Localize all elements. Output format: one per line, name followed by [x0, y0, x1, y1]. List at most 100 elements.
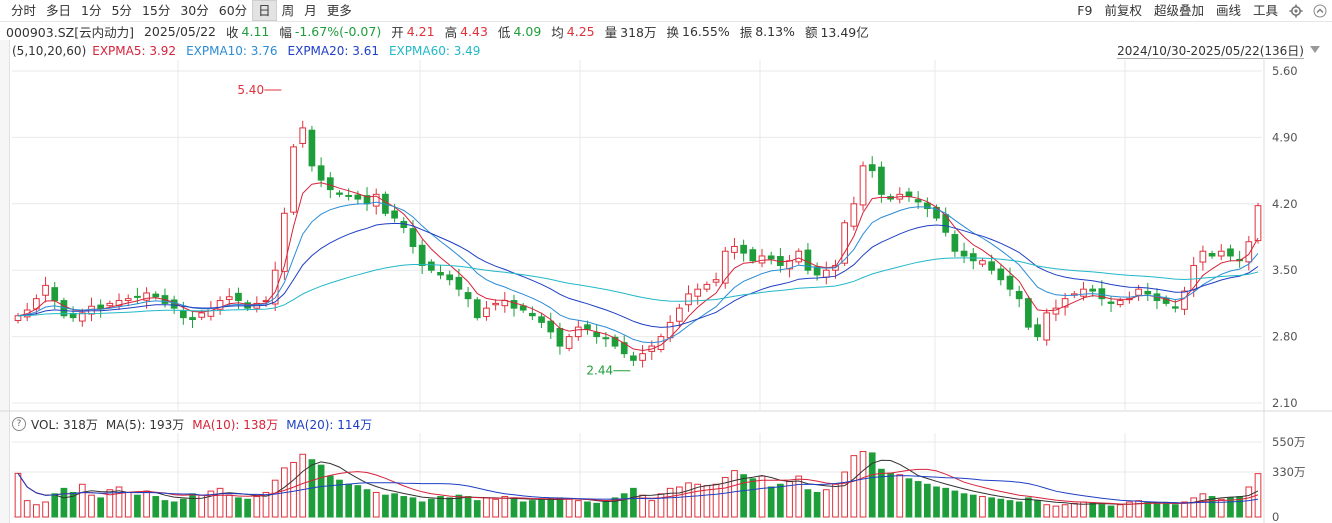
- tab-7[interactable]: 日: [252, 0, 277, 21]
- tab-6[interactable]: 60分: [218, 3, 248, 18]
- volume-bar: [51, 493, 59, 518]
- vol-ma5-label: MA(5): 193万: [105, 417, 185, 432]
- candle-body: [694, 288, 702, 297]
- volume-bar: [832, 483, 839, 518]
- help-icon[interactable]: ?: [12, 417, 26, 431]
- candle-body: [78, 312, 86, 322]
- candle-body: [299, 127, 307, 144]
- candle-body: [593, 331, 601, 338]
- volume-bar: [749, 478, 757, 518]
- tool-draw-line[interactable]: 画线: [1215, 3, 1241, 18]
- left-side-strip[interactable]: [0, 40, 10, 523]
- volume-bar: [207, 490, 215, 518]
- candle-body: [14, 315, 22, 321]
- volume-bar: [758, 475, 766, 518]
- volume-bar: [1034, 500, 1041, 518]
- volume-legend: ? VOL: 318万 MA(5): 193万 MA(10): 138万 MA(…: [12, 415, 372, 433]
- candle-body: [905, 191, 913, 197]
- volume-bar: [529, 500, 536, 518]
- tab-0[interactable]: 分时: [11, 3, 37, 18]
- volume-bar: [822, 489, 830, 518]
- volume-bar: [887, 472, 894, 518]
- volume-bar: [244, 498, 251, 518]
- volume-bar: [878, 468, 885, 518]
- stock-code: 000903.SZ[云内动力]: [6, 24, 134, 40]
- range-dropdown-icon[interactable]: [1310, 46, 1320, 53]
- volume-bar: [189, 493, 196, 518]
- high-value: 4.43: [460, 23, 488, 39]
- settings-icon[interactable]: [1288, 3, 1304, 19]
- volume-bar: [1162, 502, 1170, 518]
- candle-body: [455, 276, 463, 290]
- volume-bar: [657, 493, 665, 518]
- expma10-label: EXPMA10: 3.76: [186, 44, 278, 58]
- volume-bar: [14, 472, 22, 518]
- candle-body: [822, 269, 830, 278]
- volume-bar: [1245, 486, 1253, 518]
- volume-bar: [565, 498, 573, 518]
- volume-bar: [510, 497, 518, 518]
- candle-body: [850, 203, 858, 227]
- tab-8[interactable]: 周: [281, 3, 295, 18]
- tool-tools[interactable]: 工具: [1252, 3, 1278, 18]
- date-range[interactable]: 2024/10/30-2025/05/22(136日): [1117, 44, 1304, 59]
- volume-bar: [685, 482, 692, 518]
- tab-2[interactable]: 1分: [81, 3, 102, 18]
- candle-body: [115, 300, 123, 307]
- candle-body: [106, 302, 114, 307]
- tab-4[interactable]: 15分: [141, 3, 171, 18]
- volume-bar: [271, 479, 279, 518]
- candle-body: [556, 327, 564, 347]
- vol-ma20-line: [17, 473, 1259, 504]
- candle-body: [786, 260, 793, 270]
- volume-bar: [336, 479, 343, 518]
- volume-bar: [694, 483, 702, 518]
- candle-body: [988, 261, 995, 271]
- candle-body: [1227, 248, 1234, 257]
- amplitude-label: 振: [739, 24, 753, 40]
- volume-bar: [179, 498, 187, 518]
- candle-body: [88, 305, 95, 315]
- volume-bar: [400, 496, 408, 518]
- candle-body: [1043, 312, 1051, 341]
- volume-bar: [1217, 498, 1225, 518]
- volume-bar: [326, 475, 334, 518]
- candle-body: [519, 305, 527, 311]
- tool-f9[interactable]: F9: [1077, 3, 1093, 18]
- volume-bar: [262, 491, 270, 518]
- change-value: -1.67%(-0.07): [294, 23, 382, 39]
- tab-3[interactable]: 5分: [111, 3, 132, 18]
- volume-bar: [69, 491, 77, 518]
- candle-body: [749, 249, 757, 262]
- candle-body: [1080, 288, 1087, 297]
- tool-forward-adjust[interactable]: 前复权: [1104, 3, 1142, 18]
- volume-bar: [942, 487, 950, 518]
- volume-bar: [1171, 504, 1179, 518]
- tab-5[interactable]: 30分: [180, 3, 209, 18]
- tab-1[interactable]: 多日: [46, 3, 72, 18]
- candle-body: [1208, 253, 1216, 257]
- candle-body: [290, 146, 297, 213]
- candle-body: [271, 269, 279, 305]
- volume-bar: [97, 497, 105, 518]
- tab-9[interactable]: 月: [304, 3, 317, 18]
- amount-label: 额: [804, 24, 818, 40]
- tool-super-overlay[interactable]: 超级叠加: [1153, 3, 1204, 18]
- quote-info-bar: 000903.SZ[云内动力] 2025/05/22 收 4.11 幅 -1.6…: [0, 21, 869, 41]
- candle-body: [1061, 298, 1069, 308]
- avg-value: 4.25: [566, 23, 595, 39]
- tab-10[interactable]: 更多: [326, 3, 352, 18]
- volume-bar: [1107, 505, 1115, 518]
- volume-bar: [106, 489, 114, 518]
- candle-body: [767, 255, 775, 260]
- candle-body: [1052, 307, 1060, 315]
- volume-bar: [143, 490, 150, 518]
- volume-bar: [538, 498, 545, 518]
- low-label: 低: [497, 24, 511, 40]
- candle-body: [1116, 300, 1124, 306]
- candle-body: [189, 317, 196, 321]
- expand-icon[interactable]: [1312, 3, 1328, 19]
- period-tabs: 分时 多日 1分 5分 15分 30分 60分日周月更多: [0, 0, 357, 21]
- candle-body: [1089, 288, 1097, 292]
